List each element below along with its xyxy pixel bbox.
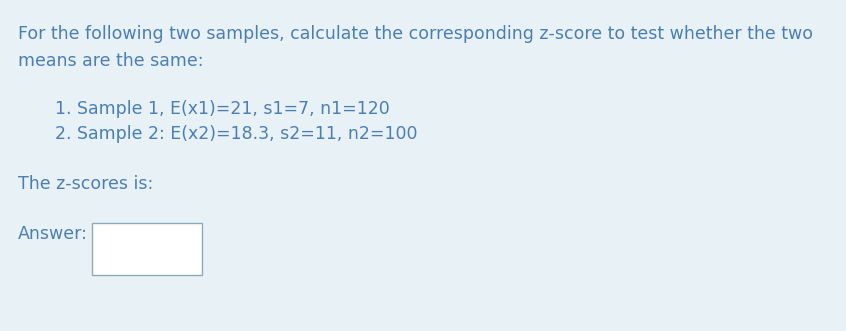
Text: For the following two samples, calculate the corresponding z-score to test wheth: For the following two samples, calculate… — [18, 25, 813, 43]
FancyBboxPatch shape — [92, 223, 202, 275]
Text: Answer:: Answer: — [18, 225, 88, 243]
Text: 1. Sample 1, E(x1)=21, s1=7, n1=120: 1. Sample 1, E(x1)=21, s1=7, n1=120 — [55, 100, 390, 118]
Text: 2. Sample 2: E(x2)=18.3, s2=11, n2=100: 2. Sample 2: E(x2)=18.3, s2=11, n2=100 — [55, 125, 417, 143]
Text: The z-scores is:: The z-scores is: — [18, 175, 153, 193]
Text: means are the same:: means are the same: — [18, 52, 204, 70]
